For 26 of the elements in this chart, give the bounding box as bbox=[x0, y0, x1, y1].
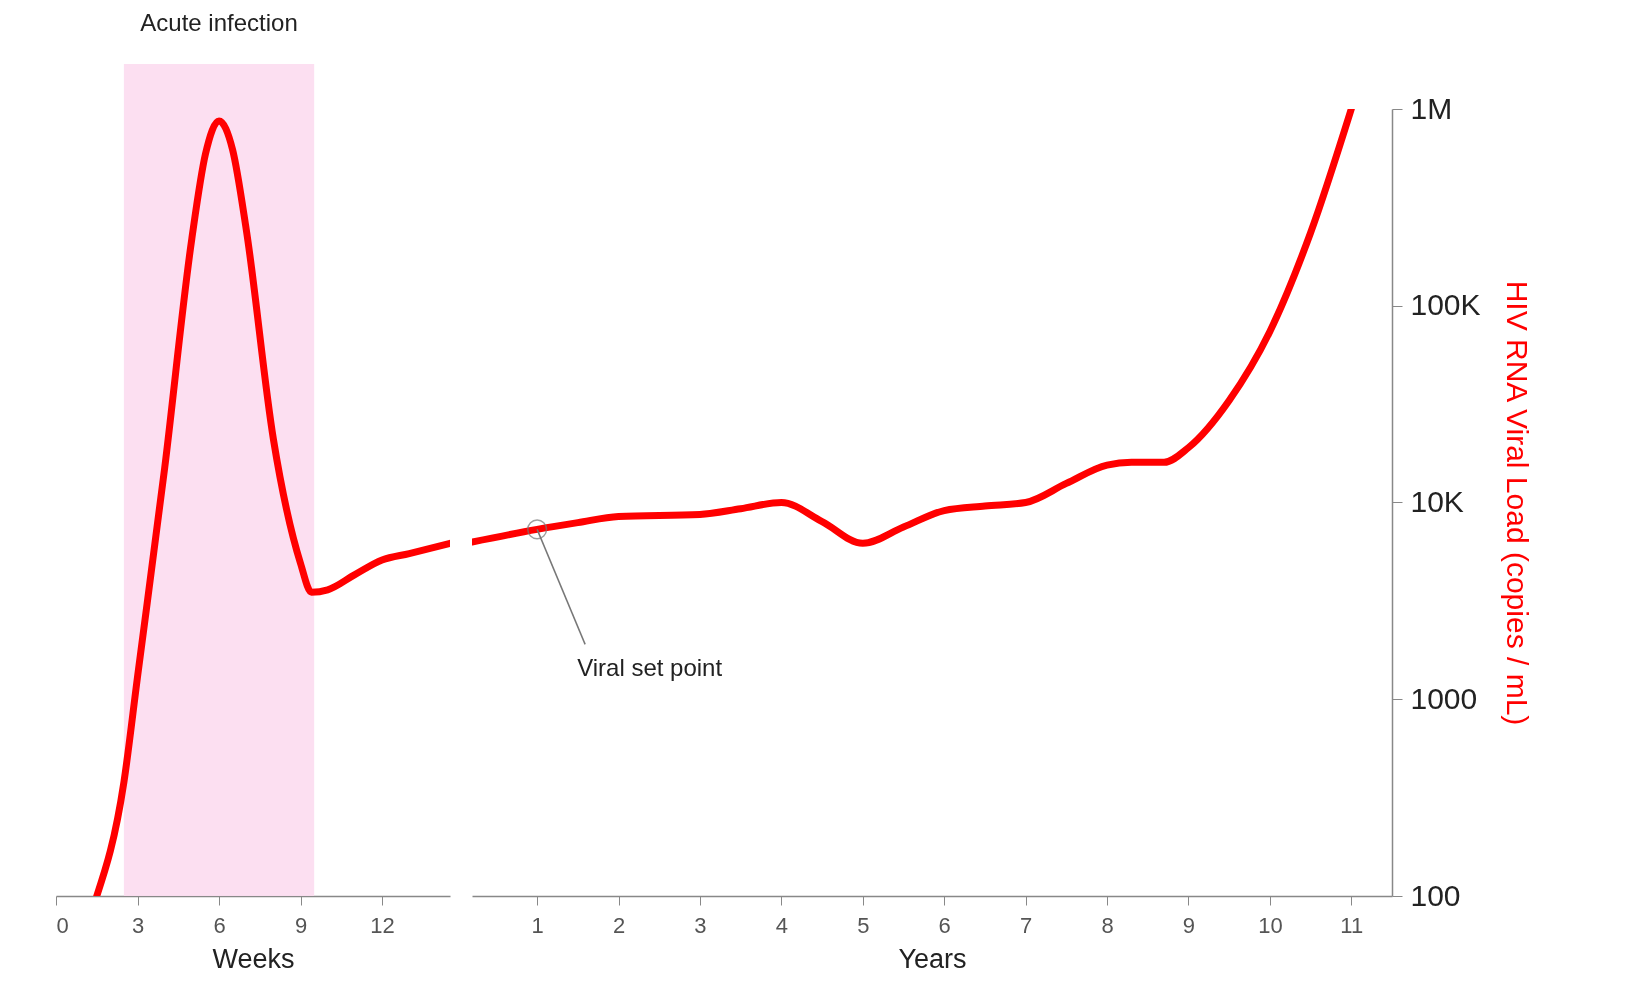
x-tick-label: 0 bbox=[56, 912, 69, 938]
x-tick-label: 8 bbox=[1101, 912, 1114, 938]
x-tick-label: 1 bbox=[531, 912, 544, 938]
annotation: Viral set point bbox=[577, 654, 723, 682]
x-tick-label: 3 bbox=[694, 912, 707, 938]
band-label: Acute infection bbox=[140, 9, 298, 36]
y-axis-title: HIV RNA Viral Load (copies / mL) bbox=[1500, 280, 1534, 726]
x-axis-title: Years bbox=[898, 943, 967, 974]
x-tick-label: 4 bbox=[775, 912, 789, 938]
x-tick-label: 6 bbox=[213, 912, 226, 938]
y-tick-label: 10K bbox=[1410, 485, 1464, 518]
x-tick-label: 9 bbox=[294, 912, 308, 938]
x-tick-label: 10 bbox=[1258, 912, 1283, 938]
x-tick-label: 7 bbox=[1020, 912, 1033, 938]
y-tick-label: 1M bbox=[1410, 91, 1453, 125]
x-tick-label: 11 bbox=[1340, 912, 1364, 938]
x-tick-label: 9 bbox=[1182, 912, 1196, 938]
y-tick-label: 1000 bbox=[1410, 681, 1478, 715]
x-axis-title: Weeks bbox=[212, 943, 295, 974]
y-tick-label: 100K bbox=[1410, 288, 1481, 322]
x-tick-label: 6 bbox=[938, 912, 951, 938]
x-tick-label: 12 bbox=[370, 912, 395, 938]
x-tick-label: 5 bbox=[857, 912, 870, 938]
y-tick-label: 100 bbox=[1410, 878, 1461, 912]
x-tick-label: 3 bbox=[131, 912, 145, 938]
x-tick-label: 2 bbox=[612, 912, 626, 938]
